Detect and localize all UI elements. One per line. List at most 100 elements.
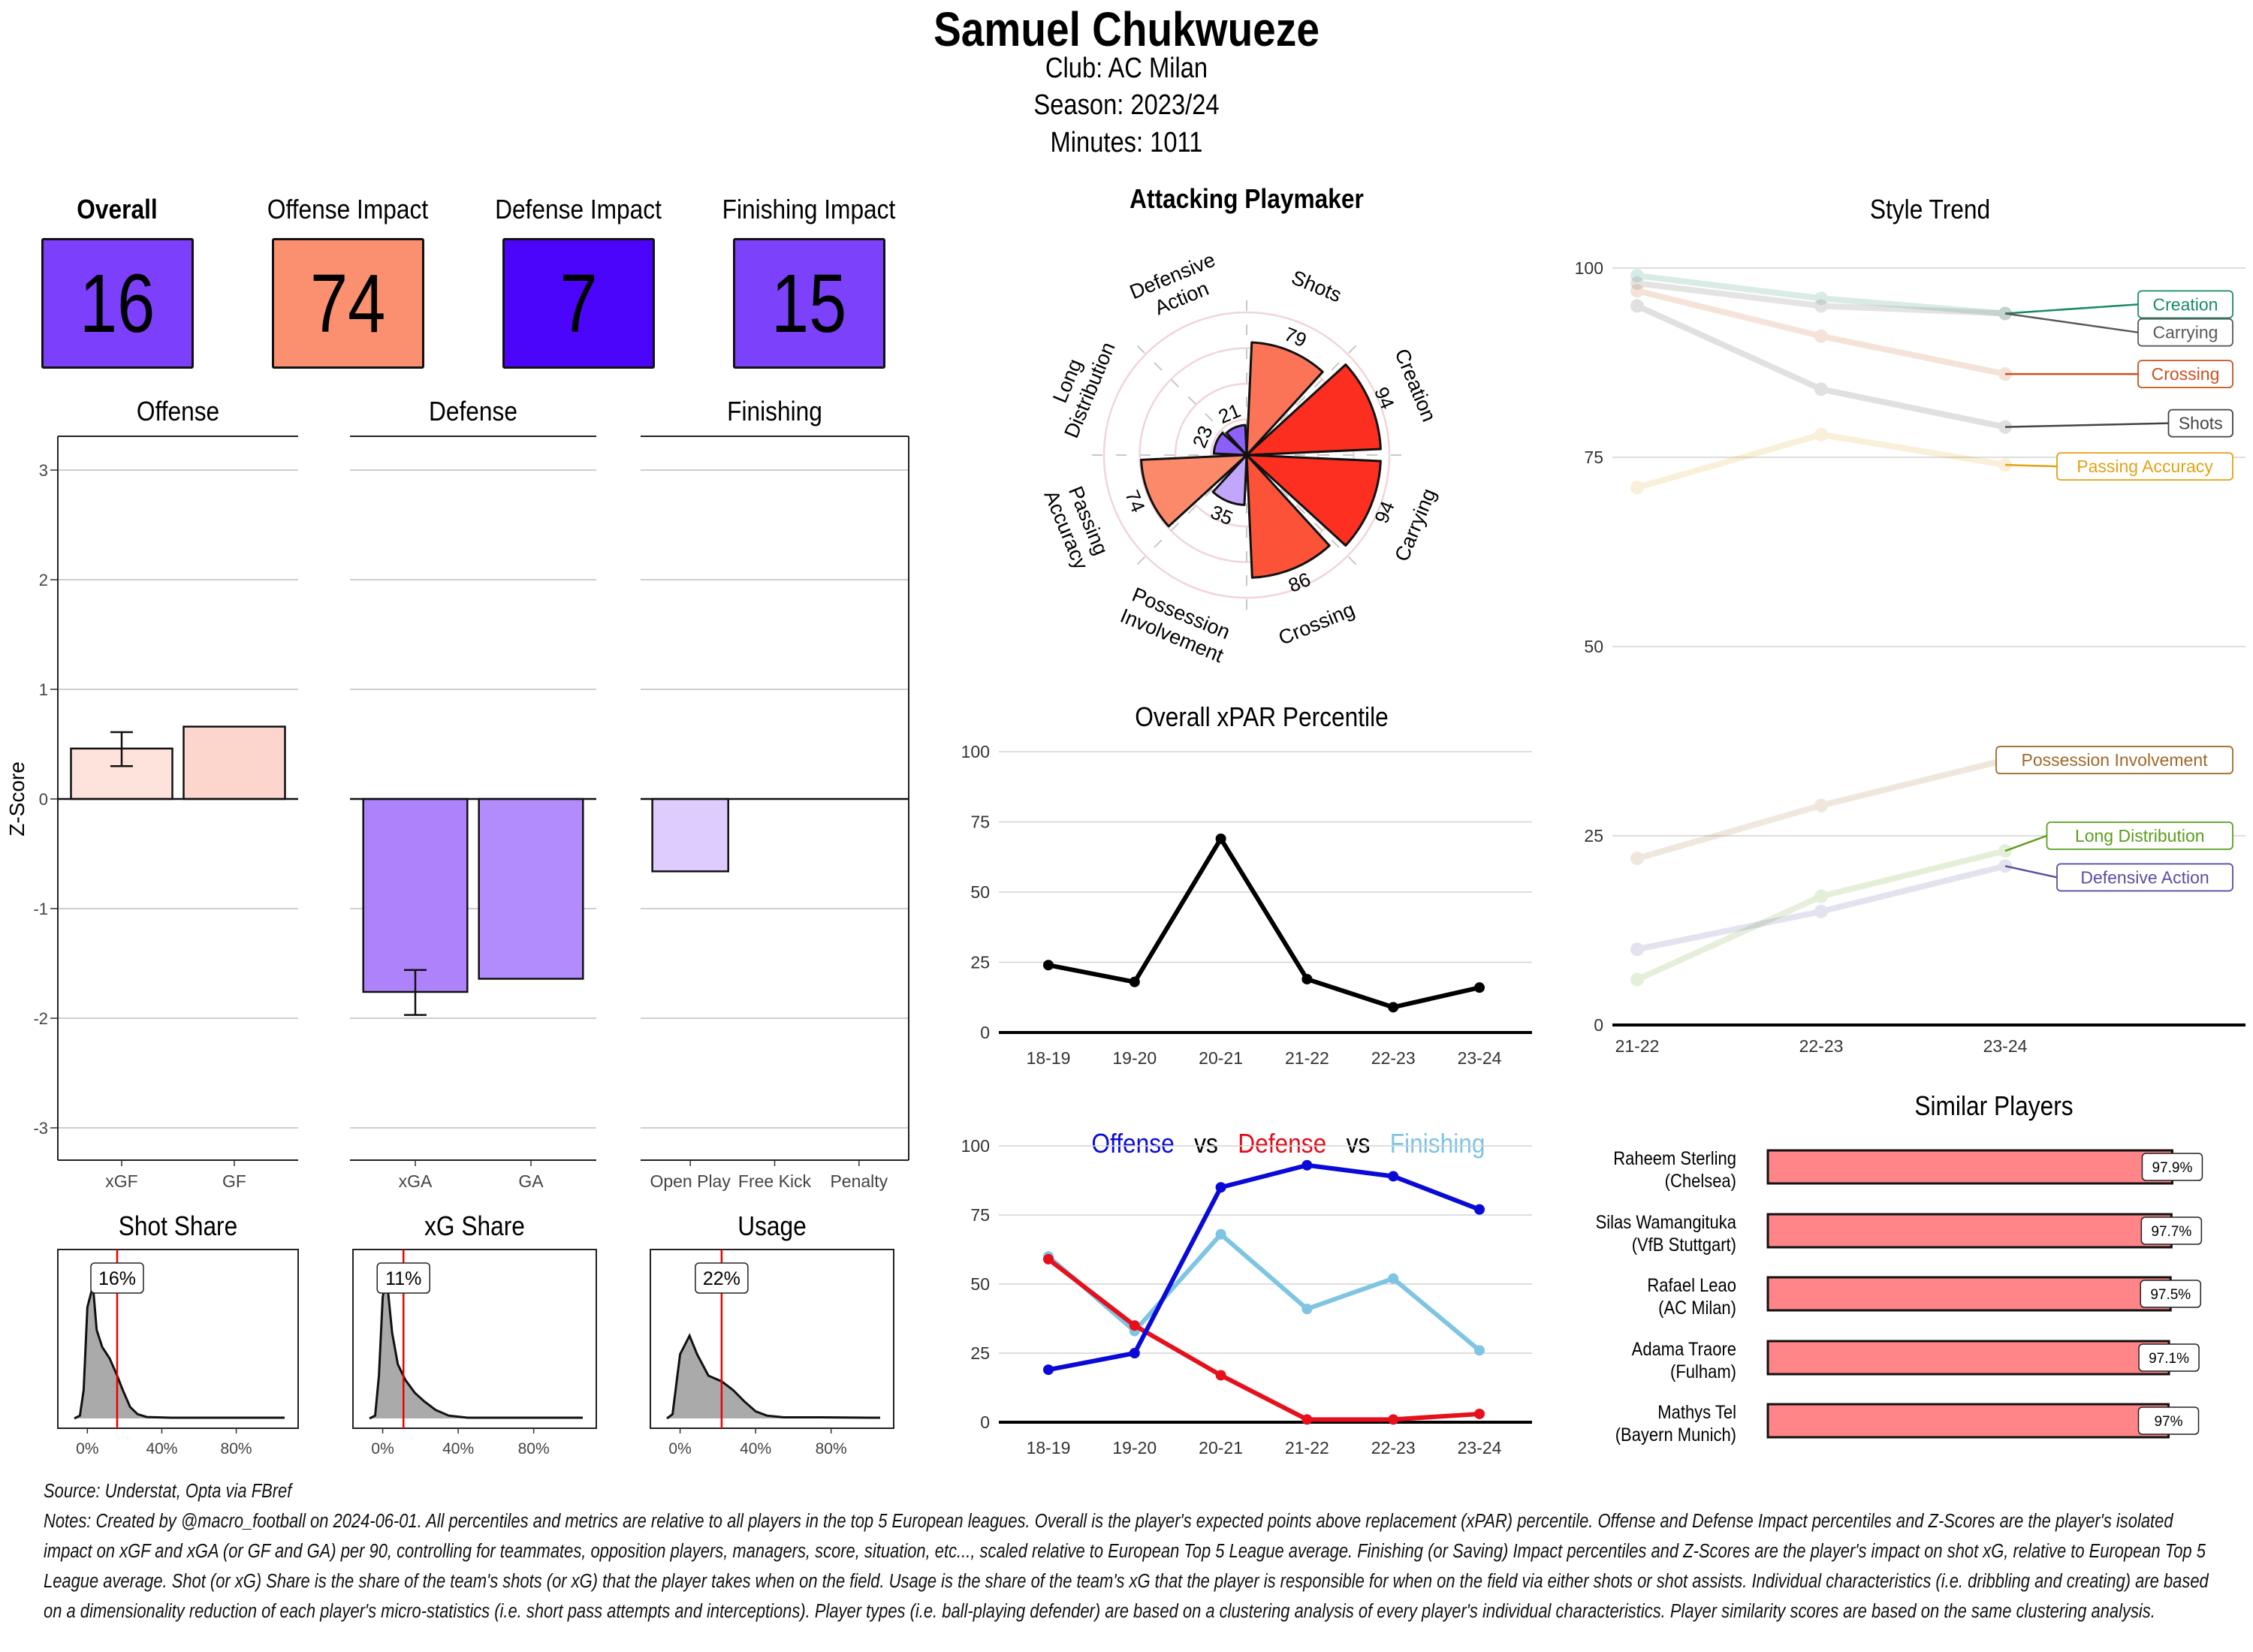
- radar-value-label: 21: [1215, 399, 1244, 428]
- zscore-panel-finishing: Finishing Open Play Free Kick Penalty: [641, 396, 909, 1191]
- x-tick-label: 21-22: [1615, 1036, 1660, 1056]
- data-point-offense: [1301, 1159, 1313, 1171]
- data-point-finishing: [1474, 1345, 1485, 1356]
- series-label-box: [1995, 746, 2233, 775]
- style-radar-chart: 79Shots94Creation94Carrying86Crossing35P…: [1040, 249, 1441, 668]
- y-tick-label: 75: [970, 812, 990, 832]
- data-point: [1814, 904, 1828, 918]
- data-point-defense: [1301, 1414, 1313, 1425]
- player-name: Rafael Leao: [1647, 1275, 1736, 1296]
- density-line: [369, 1275, 583, 1420]
- bar-gf: [182, 725, 286, 800]
- data-point-offense: [1388, 1171, 1399, 1182]
- impact-label-finishing: Finishing Impact: [722, 194, 896, 225]
- x-tick-label: 22-23: [1799, 1036, 1844, 1056]
- series-label-carrying: Carrying: [2153, 323, 2218, 342]
- impact-label-offense: Offense Impact: [267, 194, 429, 225]
- radar-bar-passing-accuracy: [1140, 454, 1248, 528]
- y-tick-label: 25: [970, 1343, 990, 1363]
- series-line-value: [1048, 836, 1480, 1010]
- panel-title: Usage: [737, 1211, 807, 1241]
- y-tick-label: 75: [1584, 448, 1603, 467]
- y-tick-label: 100: [961, 1136, 990, 1156]
- x-tick-label: 23-24: [1458, 1438, 1502, 1457]
- similarity-label-box: [2140, 1280, 2201, 1308]
- similarity-label-box: [2138, 1343, 2200, 1372]
- radar-bar-shots: [1245, 341, 1324, 457]
- series-label-box: [2137, 290, 2233, 319]
- radar-bar-carrying: [1245, 454, 1382, 547]
- panel-title: Finishing: [727, 396, 822, 427]
- zscore-panel-offense: Offense xGF GF: [57, 396, 298, 1191]
- player-club: (AC Milan): [1658, 1298, 1736, 1319]
- panel-title: Shot Share: [119, 1211, 237, 1241]
- y-tick-label: 50: [1584, 637, 1603, 656]
- similarity-bar: [1766, 1213, 2173, 1249]
- similarity-label: 97.9%: [2152, 1160, 2193, 1176]
- x-tick-label: 18-19: [1027, 1438, 1071, 1457]
- y-tick-label: 2: [39, 571, 48, 589]
- label-leader-line: [2004, 303, 2139, 315]
- series-label-defensive-action: Defensive Action: [2080, 867, 2209, 887]
- similarity-bar: [1766, 1149, 2173, 1185]
- data-point: [1630, 276, 1644, 291]
- footer-source: Source: Understat, Opta via FBref: [44, 1481, 292, 1502]
- faded-series-possession-involvement: [1630, 753, 2012, 866]
- style-trend-chart: 0 25 50 75 100 21-22 22-23 23-24 Creation Carryin…: [1575, 258, 2245, 1056]
- share-distributions-chart: Shot Share 16% 0% 40% 80% xG Share 11% 0% 40% 80%…: [57, 1211, 894, 1458]
- series-label-long-distribution: Long Distribution: [2075, 826, 2205, 846]
- series-label-box: [2056, 863, 2233, 892]
- faded-series-creation: [1630, 269, 2012, 321]
- data-point: [1630, 481, 1644, 495]
- marker-label-box: [376, 1262, 430, 1294]
- impact-label-overall: Overall: [77, 194, 158, 225]
- data-point: [1814, 798, 1828, 812]
- data-point-offense: [1215, 1182, 1226, 1193]
- series-line-offense: [1048, 1162, 1481, 1373]
- label-leader-line: [2004, 312, 2139, 333]
- radar-category-label: Crossing: [1275, 598, 1358, 649]
- series-line: [1636, 303, 2006, 430]
- player-club: (Bayern Munich): [1615, 1424, 1736, 1446]
- radar-category-label-line: Crossing: [1275, 598, 1358, 649]
- x-tick-label: xGF: [105, 1171, 137, 1191]
- similarity-label-box: [2140, 1216, 2203, 1245]
- y-tick-label: 0: [980, 1023, 990, 1042]
- y-tick-label: 50: [970, 882, 990, 902]
- player-name-title: Samuel Chukwueze: [933, 2, 1320, 56]
- faded-series-shots: [1630, 299, 2012, 434]
- data-point: [1814, 291, 1828, 306]
- radar-ring: [1139, 347, 1355, 563]
- minutes-line: Minutes: 1011: [1050, 127, 1203, 158]
- ovd-title-vs-2: vs: [1346, 1128, 1371, 1159]
- data-point-defense: [1129, 1320, 1140, 1331]
- zscore-chart: Z-Score 3 2 1 0 -1 -2 -3 Offense xGF GF Defense xGA G…: [5, 396, 909, 1191]
- density-line: [666, 1333, 880, 1420]
- data-point-offense: [1043, 1364, 1054, 1376]
- series-label-box: [2137, 318, 2233, 347]
- series-label-box: [2137, 360, 2233, 389]
- x-tick-label: xGA: [399, 1171, 433, 1191]
- data-point-offense: [1129, 1348, 1140, 1358]
- data-point-defense: [1474, 1408, 1485, 1419]
- x-tick-label: 0%: [668, 1440, 691, 1458]
- style-trend-title: Style Trend: [1869, 194, 1991, 225]
- x-tick-label: 40%: [740, 1440, 771, 1458]
- player-name: Mathys Tel: [1657, 1402, 1736, 1423]
- impact-box-finishing: 15: [733, 238, 885, 369]
- bar-xga: [362, 797, 469, 993]
- x-tick-label: 21-22: [1285, 1048, 1329, 1068]
- x-tick-label: 80%: [221, 1440, 252, 1458]
- series-label-creation: Creation: [2153, 294, 2218, 314]
- density-area: [667, 1335, 880, 1418]
- radar-category-label-line: Carrying: [1390, 485, 1440, 565]
- similarity-bar: [1766, 1403, 2170, 1439]
- x-tick-label: 19-20: [1112, 1438, 1157, 1457]
- label-leader-line: [2004, 834, 2047, 852]
- x-tick-label: 20-21: [1199, 1048, 1243, 1068]
- series-label-possession-involvement: Possession Involvement: [2021, 750, 2208, 770]
- radar-spoke: [1246, 454, 1362, 570]
- x-tick-label: 23-24: [1983, 1036, 2028, 1056]
- y-tick-label: -2: [33, 1009, 48, 1028]
- data-point: [1814, 427, 1828, 442]
